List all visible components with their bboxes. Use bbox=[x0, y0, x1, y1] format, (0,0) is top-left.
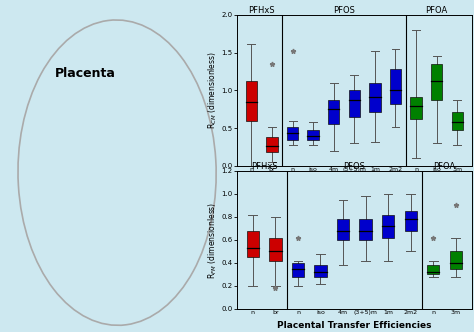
Bar bbox=[349, 90, 360, 117]
Bar bbox=[246, 81, 257, 121]
Bar bbox=[287, 127, 298, 139]
Bar bbox=[427, 265, 439, 274]
Bar bbox=[246, 231, 259, 257]
Bar bbox=[452, 112, 463, 130]
Text: PFOS: PFOS bbox=[343, 162, 365, 171]
X-axis label: Placental Transfer Efficiencies: Placental Transfer Efficiencies bbox=[277, 321, 431, 330]
Bar bbox=[359, 219, 372, 240]
Bar bbox=[308, 130, 319, 140]
Text: Placenta: Placenta bbox=[55, 66, 116, 80]
Bar bbox=[292, 263, 304, 277]
Bar bbox=[266, 137, 278, 152]
Bar bbox=[382, 214, 394, 238]
Y-axis label: R$_{CM}$ (dimensionless): R$_{CM}$ (dimensionless) bbox=[206, 51, 219, 129]
Text: PFOA: PFOA bbox=[433, 162, 456, 171]
Bar bbox=[404, 211, 417, 231]
Text: PFHxS: PFHxS bbox=[248, 6, 275, 15]
Text: PFOS: PFOS bbox=[333, 6, 355, 15]
Bar bbox=[337, 219, 349, 240]
Bar bbox=[269, 238, 282, 261]
Bar bbox=[328, 100, 339, 124]
Bar bbox=[390, 69, 401, 104]
Y-axis label: R$_{FM}$ (dimensionless): R$_{FM}$ (dimensionless) bbox=[206, 201, 219, 279]
Bar bbox=[431, 64, 442, 100]
Bar bbox=[369, 83, 381, 112]
Text: PFHxS: PFHxS bbox=[251, 162, 277, 171]
Bar bbox=[314, 265, 327, 277]
Bar bbox=[410, 97, 422, 119]
Text: PFOA: PFOA bbox=[426, 6, 448, 15]
Bar bbox=[450, 251, 462, 269]
